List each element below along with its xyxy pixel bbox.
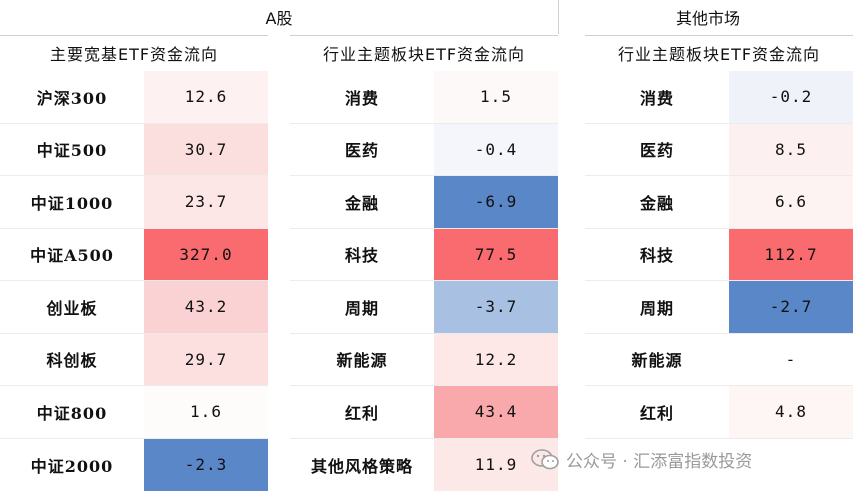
watermark: 公众号 · 汇添富指数投资 — [530, 444, 752, 474]
header-divider — [558, 0, 559, 34]
row-value: 1.6 — [144, 386, 268, 438]
divider-line — [585, 35, 853, 36]
row-label: 新能源 — [631, 351, 683, 371]
row-label: 红利 — [639, 403, 674, 423]
row-label: 消费 — [344, 88, 379, 108]
table-row: 新能源 - — [585, 333, 853, 386]
table-row: 中证800 1.6 — [0, 386, 268, 439]
row-label: 中证1000 — [30, 193, 114, 213]
table-row: 新能源 12.2 — [290, 333, 558, 386]
row-label: 科创板 — [46, 351, 98, 371]
table-row: 中证500 30.7 — [0, 123, 268, 176]
table-row: 科技 77.5 — [290, 228, 558, 281]
row-value: -0.4 — [434, 123, 558, 175]
table-row: 消费 1.5 — [290, 71, 558, 124]
table-row: 周期 -3.7 — [290, 281, 558, 334]
row-value: 11.9 — [434, 438, 558, 491]
row-value: 43.4 — [434, 386, 558, 438]
table-row: 其他风格策略 11.9 — [290, 438, 558, 491]
wechat-icon — [531, 449, 559, 470]
row-value: 4.8 — [729, 386, 853, 438]
row-value: 12.2 — [434, 333, 558, 385]
row-label: 科技 — [639, 246, 674, 266]
table-row: 创业板 43.2 — [0, 281, 268, 334]
table-row: 科技 112.7 — [585, 228, 853, 281]
row-value: -2.7 — [729, 281, 853, 333]
row-label: 周期 — [344, 298, 379, 318]
row-label: 周期 — [639, 298, 674, 318]
table-row: 中证A500 327.0 — [0, 228, 268, 281]
row-value: 1.5 — [434, 71, 558, 123]
table-row: 周期 -2.7 — [585, 281, 853, 334]
group-title-other-market-sector: 行业主题板块ETF资金流向 — [617, 45, 821, 64]
row-label: 中证A500 — [30, 246, 114, 266]
table-row: 中证2000 -2.3 — [0, 438, 268, 491]
row-value — [729, 438, 853, 491]
row-label: 金融 — [344, 193, 379, 213]
table-row: 红利 43.4 — [290, 386, 558, 439]
row-label: 医药 — [639, 141, 674, 161]
watermark-text: 公众号 · 汇添富指数投资 — [566, 451, 753, 472]
table-row: 金融 -6.9 — [290, 176, 558, 229]
row-value: 23.7 — [144, 176, 268, 228]
row-value: 30.7 — [144, 123, 268, 175]
table-row: 红利 4.8 — [585, 386, 853, 439]
broad-etf-table: 沪深300 12.6 中证500 30.7 中证1000 23.7 中证A500 327.0 创… — [0, 71, 268, 491]
row-label: 中证2000 — [30, 456, 114, 476]
group-title-a-share-sector: 行业主题板块ETF资金流向 — [322, 45, 526, 64]
row-label: 消费 — [639, 88, 674, 108]
row-value: - — [729, 333, 853, 385]
row-value: 77.5 — [434, 228, 558, 280]
row-label: 创业板 — [46, 298, 98, 318]
row-label: 中证500 — [36, 141, 108, 161]
a-share-sector-table: 消费 1.5 医药 -0.4 金融 -6.9 科技 77.5 周期 -3.7 新能源 12.2 红利 43… — [290, 71, 558, 491]
row-label: 医药 — [344, 141, 379, 161]
row-label: 新能源 — [336, 351, 388, 371]
row-value: 112.7 — [729, 228, 853, 280]
table-row: 中证1000 23.7 — [0, 176, 268, 229]
row-label: 中证800 — [36, 403, 108, 423]
table-row: 金融 6.6 — [585, 176, 853, 229]
table-row: 医药 -0.4 — [290, 123, 558, 176]
row-value: -6.9 — [434, 176, 558, 228]
table-row — [585, 438, 853, 491]
table-row: 消费 -0.2 — [585, 71, 853, 124]
table-row: 科创板 29.7 — [0, 333, 268, 386]
row-value: 327.0 — [144, 228, 268, 280]
row-value: 8.5 — [729, 123, 853, 175]
a-share-header: A股 — [265, 9, 293, 28]
row-label: 红利 — [344, 403, 379, 423]
row-value: -0.2 — [729, 71, 853, 123]
row-value: -2.3 — [144, 438, 268, 491]
table-row: 沪深300 12.6 — [0, 71, 268, 124]
row-value: 12.6 — [144, 71, 268, 123]
other-market-sector-table: 消费 -0.2 医药 8.5 金融 6.6 科技 112.7 周期 -2.7 新能源 - 红利 4.8 — [585, 71, 853, 491]
row-value: -3.7 — [434, 281, 558, 333]
table-row: 医药 8.5 — [585, 123, 853, 176]
row-value: 6.6 — [729, 176, 853, 228]
row-label: 其他风格策略 — [310, 456, 413, 476]
divider-line — [0, 35, 268, 36]
divider-line — [290, 35, 558, 36]
row-value: 29.7 — [144, 333, 268, 385]
group-title-broad-etf: 主要宽基ETF资金流向 — [49, 45, 219, 64]
row-value: 43.2 — [144, 281, 268, 333]
row-label: 沪深300 — [36, 88, 108, 108]
row-label: 金融 — [639, 193, 674, 213]
other-market-header: 其他市场 — [675, 9, 740, 28]
row-label: 科技 — [344, 246, 379, 266]
